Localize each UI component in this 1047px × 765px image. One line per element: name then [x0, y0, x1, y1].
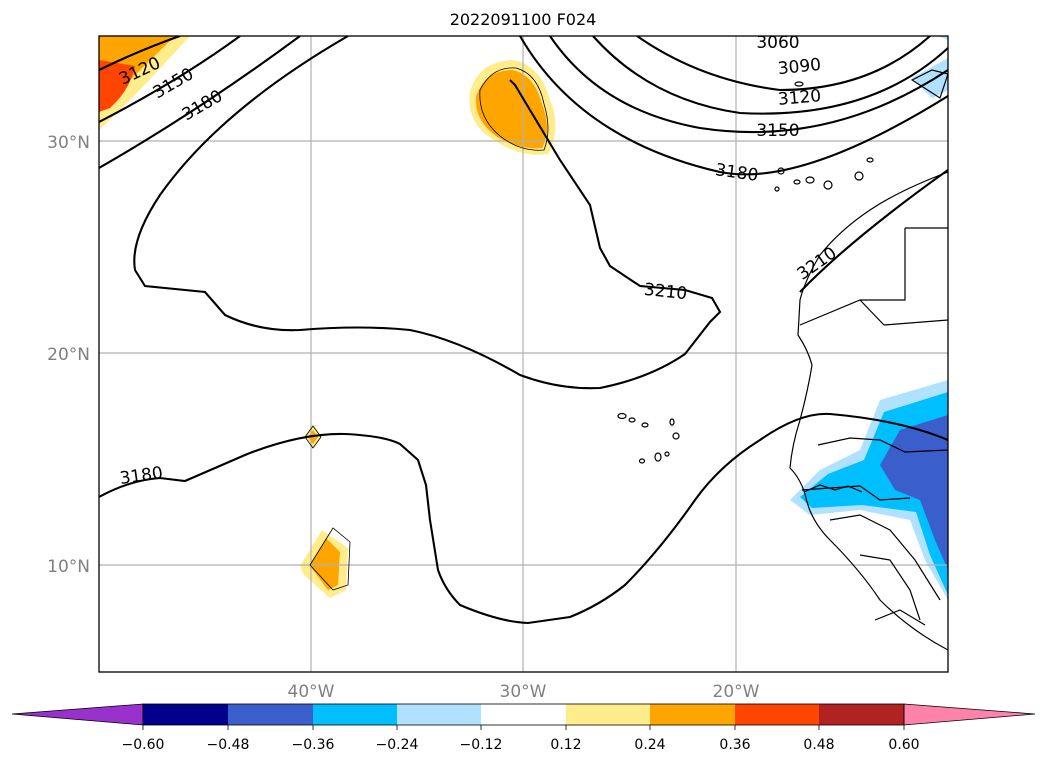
colorbar-segment [819, 704, 904, 725]
contour-label-3180-west: 3180 [179, 86, 226, 125]
colorbar-segment [481, 704, 566, 725]
lat-label-30n: 30°N [47, 133, 90, 153]
map-area: 3060 3090 3120 3150 3180 3210 3120 3150 … [99, 33, 948, 672]
colorbar-outline [142, 703, 905, 726]
height-contours [99, 36, 948, 625]
lat-label-10n: 10°N [47, 557, 90, 577]
map-frame [98, 35, 949, 673]
colorbar-segment [397, 704, 481, 725]
colorbar-tick-label: −0.24 [376, 737, 419, 753]
colorbar-tick-label: −0.48 [207, 737, 250, 753]
lat-label-20n: 20°N [47, 345, 90, 365]
colorbar-segment [650, 704, 735, 725]
latitude-labels: 30°N 20°N 10°N [47, 133, 90, 577]
figure-title: 2022091100 F024 [450, 10, 597, 29]
colorbar-tick-label: −0.12 [460, 737, 503, 753]
colorbar-tick-label: 0.24 [634, 737, 665, 753]
colorbar-tick-label: 0.60 [888, 737, 919, 753]
contour-label-3210-africa: 3210 [794, 243, 841, 284]
lon-label-40w: 40°W [288, 682, 335, 702]
positive-anomaly-south [300, 530, 348, 598]
contour-label-3120-east: 3120 [777, 86, 822, 110]
contour-label-3090: 3090 [777, 55, 822, 79]
colorbar-segment [313, 704, 397, 725]
contour-label-3180-south: 3180 [118, 463, 164, 489]
colorbar-segment [143, 704, 228, 725]
lon-label-30w: 30°W [500, 682, 547, 702]
lon-label-20w: 20°W [713, 682, 760, 702]
contour-label-3210-central: 3210 [643, 280, 688, 304]
contour-label-3060: 3060 [756, 33, 799, 53]
colorbar-extend-high [903, 703, 1036, 726]
colorbar-tick-label: 0.48 [803, 737, 834, 753]
colorbar-tick-label: 0.12 [550, 737, 581, 753]
colorbar-segment [735, 704, 819, 725]
negative-anomaly-africa [790, 36, 948, 600]
colorbar-extend-low [11, 703, 144, 726]
colorbar-tick-label: 0.36 [719, 737, 750, 753]
colorbar-segment [228, 704, 313, 725]
colorbar: −0.60 −0.48 −0.36 −0.24 −0.12 0.12 0.24 … [11, 703, 1036, 753]
longitude-labels: 40°W 30°W 20°W [288, 682, 760, 702]
colorbar-segment [566, 704, 650, 725]
map-gridlines [99, 36, 948, 672]
colorbar-tick-label: −0.36 [292, 737, 335, 753]
colorbar-tick-label: −0.60 [122, 737, 165, 753]
anomaly-outlines [304, 67, 549, 591]
positive-anomaly-north [469, 60, 556, 155]
contour-label-3180-east: 3180 [714, 160, 760, 186]
contour-label-3150-east: 3150 [756, 121, 799, 141]
